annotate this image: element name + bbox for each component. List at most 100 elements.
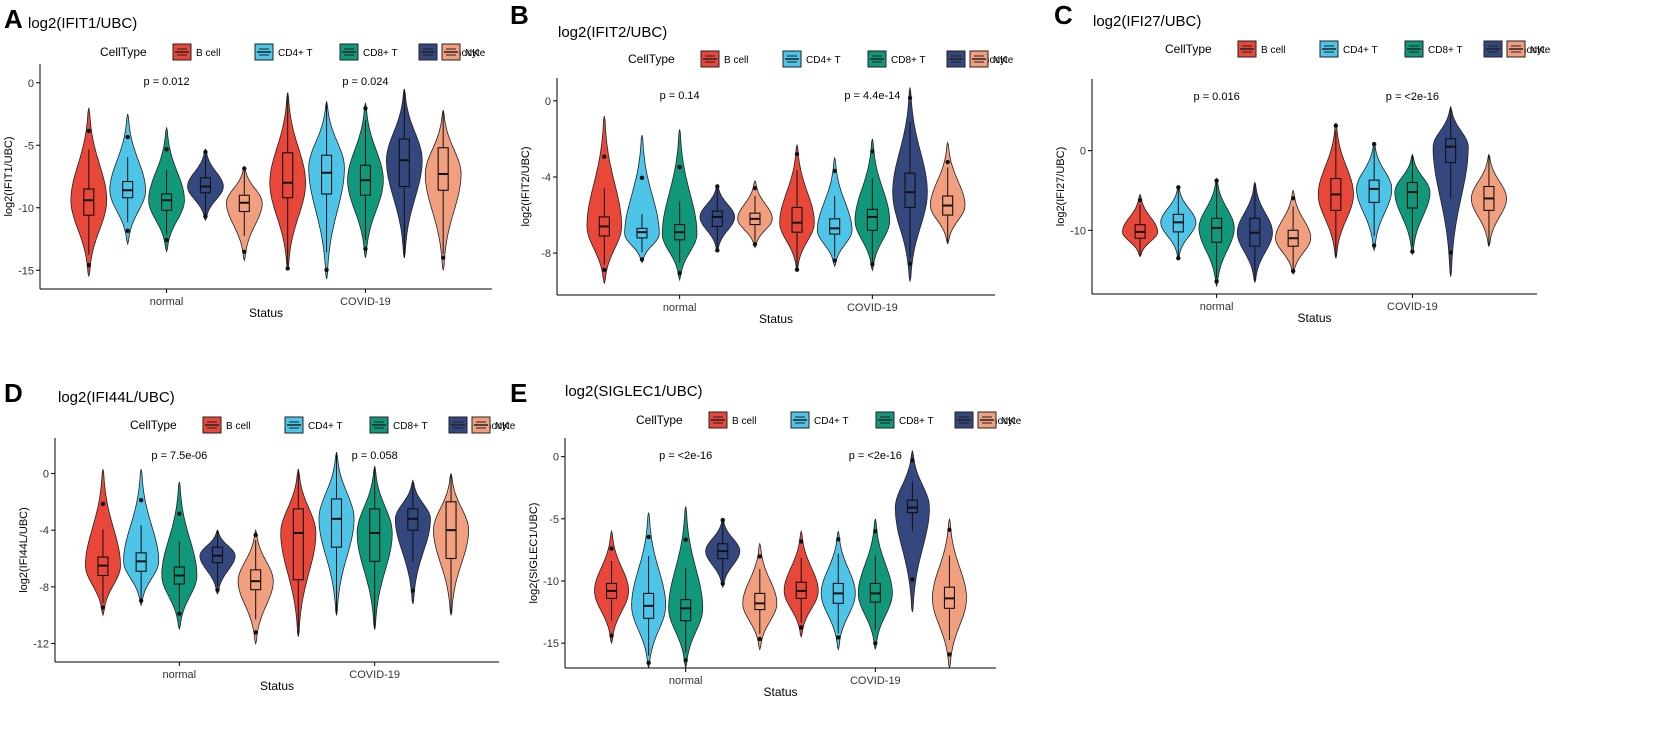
violin-b-cell-normal xyxy=(70,107,108,277)
outlier-point xyxy=(794,151,800,157)
legend-key-monocyte xyxy=(448,416,468,434)
violin-nk-normal xyxy=(237,528,274,646)
legend-key-nk xyxy=(1506,40,1526,58)
outlier-point xyxy=(1290,268,1296,274)
outlier-point xyxy=(677,164,682,170)
violin-nk-covid-19 xyxy=(1470,153,1507,248)
box-iqr xyxy=(1211,217,1223,243)
x-tick-label: COVID-19 xyxy=(1387,301,1438,313)
box-iqr xyxy=(906,499,918,514)
outlier-point xyxy=(798,539,804,544)
outlier-point xyxy=(86,128,92,134)
outlier-point xyxy=(1137,197,1143,203)
legend-label: Monocyte xyxy=(472,421,516,432)
p-value-label: p = 0.14 xyxy=(660,90,700,102)
outlier-point xyxy=(138,598,144,603)
panel-label: A xyxy=(4,4,23,34)
outlier-point xyxy=(832,258,837,263)
outlier-point xyxy=(752,242,758,247)
y-axis-title: log2(IFI27/UBC) xyxy=(1055,147,1067,226)
outlier-point xyxy=(947,527,952,533)
x-tick-label: normal xyxy=(1200,301,1234,313)
violin-cd4-t-covid-19 xyxy=(820,531,856,651)
outlier-point xyxy=(907,261,913,266)
outlier-point xyxy=(1176,255,1181,261)
legend-label: B cell xyxy=(732,416,756,427)
legend-title: CellType xyxy=(636,413,683,427)
outlier-point xyxy=(203,214,208,219)
y-tick-label: -15 xyxy=(543,638,559,650)
x-tick-label: COVID-19 xyxy=(340,296,391,308)
outlier-point xyxy=(720,581,725,586)
legend-title: CellType xyxy=(130,418,177,432)
p-value-label: p = 0.024 xyxy=(342,76,388,88)
y-axis-title: log2(IFIT2/UBC) xyxy=(520,146,532,226)
box-iqr xyxy=(330,498,343,548)
y-axis-title: log2(IFI44L/UBC) xyxy=(18,507,30,593)
y-tick-label: -4 xyxy=(39,525,49,537)
y-axis-title: log2(IFIT1/UBC) xyxy=(3,136,15,216)
x-tick-label: normal xyxy=(663,302,697,314)
outlier-point xyxy=(164,147,169,152)
box-iqr xyxy=(1445,138,1457,164)
y-tick-label: -8 xyxy=(39,582,49,594)
legend-label: CD8+ T xyxy=(1428,45,1463,56)
outlier-point xyxy=(639,257,645,262)
legend-key-cd8-t xyxy=(867,50,887,68)
outlier-point xyxy=(363,106,368,111)
legend-key-monocyte xyxy=(954,411,974,429)
outlier-point xyxy=(363,246,368,252)
legend-label: NK xyxy=(993,55,1007,66)
x-tick-label: normal xyxy=(669,675,703,687)
outlier-point xyxy=(602,154,607,159)
outlier-point xyxy=(646,534,651,540)
outlier-point xyxy=(683,658,688,663)
box-iqr xyxy=(282,152,294,199)
box-iqr xyxy=(1368,179,1380,203)
violin-cd4-t-normal xyxy=(624,135,660,264)
legend-title: CellType xyxy=(628,52,675,66)
box-iqr xyxy=(1406,181,1418,209)
outlier-point xyxy=(1333,123,1339,128)
legend-label: CD4+ T xyxy=(806,55,841,66)
legend-key-b-cell xyxy=(708,411,728,429)
outlier-point xyxy=(285,266,290,271)
outlier-point xyxy=(832,168,837,174)
legend-label: CD8+ T xyxy=(363,48,398,59)
violin-cd8-t-covid-19 xyxy=(1394,153,1431,256)
legend-label: B cell xyxy=(196,48,220,59)
outlier-point xyxy=(720,517,725,523)
violin-nk-normal xyxy=(1275,189,1312,276)
y-tick-label: 0 xyxy=(43,468,49,480)
legend-key-cd4-t xyxy=(254,43,274,61)
legend-label: B cell xyxy=(226,421,250,432)
panel-title: log2(IFIT2/UBC) xyxy=(558,24,667,41)
outlier-point xyxy=(1290,196,1296,201)
violin-b-cell-normal xyxy=(594,529,630,645)
outlier-point xyxy=(870,149,875,154)
outlier-point xyxy=(873,640,878,646)
x-axis-title: Status xyxy=(1297,311,1331,325)
legend-key-monocyte xyxy=(1483,40,1503,58)
legend-key-monocyte xyxy=(418,43,438,61)
outlier-point xyxy=(1214,279,1219,284)
legend-key-nk xyxy=(969,50,989,68)
outlier-point xyxy=(794,267,800,272)
y-tick-label: -10 xyxy=(1070,225,1086,237)
outlier-point xyxy=(798,625,804,630)
box-iqr xyxy=(829,218,841,235)
outlier-point xyxy=(683,537,688,542)
y-tick-label: -15 xyxy=(18,265,34,277)
outlier-point xyxy=(836,537,841,542)
x-tick-label: normal xyxy=(150,296,184,308)
legend-label: CD4+ T xyxy=(308,421,343,432)
x-axis-title: Status xyxy=(763,685,797,699)
y-tick-label: 0 xyxy=(545,96,551,108)
outlier-point xyxy=(646,660,651,665)
